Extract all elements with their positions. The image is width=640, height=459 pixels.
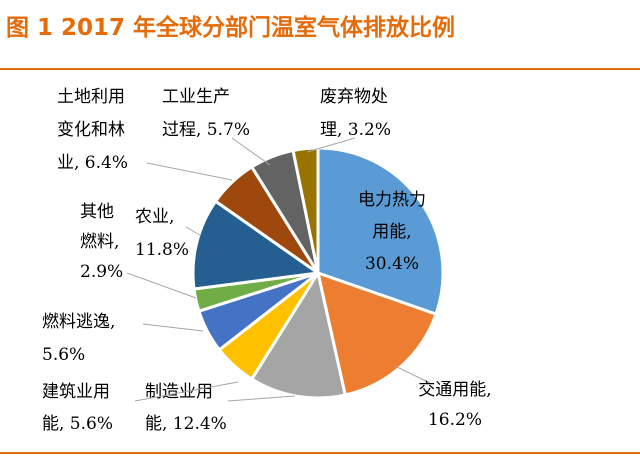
pie-slice-7	[191, 199, 320, 291]
leader-line-10	[306, 137, 356, 153]
slice-label-2: 交通用能, 16.2%	[418, 380, 491, 430]
slice-label-4: 建筑业用能, 5.6%	[42, 382, 113, 434]
pie-slice-2	[316, 271, 438, 397]
leader-line-4	[134, 381, 239, 402]
leader-line-2	[394, 365, 431, 384]
slice-label-5: 燃料逃逸, 5.6%	[42, 312, 115, 365]
leader-line-8	[146, 162, 233, 181]
leader-line-6	[126, 272, 197, 299]
slice-label-8: 土地利用变化和林业, 6.4%	[57, 87, 128, 173]
bottom-rule	[0, 452, 640, 454]
leader-line-3	[227, 395, 296, 402]
slice-label-9: 工业生产过程, 5.7%	[162, 87, 250, 140]
leader-line-5	[142, 323, 204, 332]
slice-label-7: 农业, 11.8%	[135, 207, 189, 260]
pie-slice-1	[316, 146, 445, 316]
slice-label-3: 制造业用能, 12.4%	[145, 382, 227, 434]
leader-line-7	[185, 226, 201, 236]
slice-label-1: 电力热力用能, 30.4%	[358, 190, 426, 274]
pie-slice-3	[250, 271, 347, 400]
chart-title: 图 1 2017 年全球分部门温室气体排放比例	[6, 15, 456, 41]
slice-label-6: 其他燃料, 2.9%	[80, 202, 123, 282]
leader-line-9	[231, 137, 271, 166]
title-rule	[0, 68, 640, 70]
slice-label-10: 废弃物处理, 3.2%	[320, 87, 391, 140]
pie-slice-10	[291, 146, 320, 275]
